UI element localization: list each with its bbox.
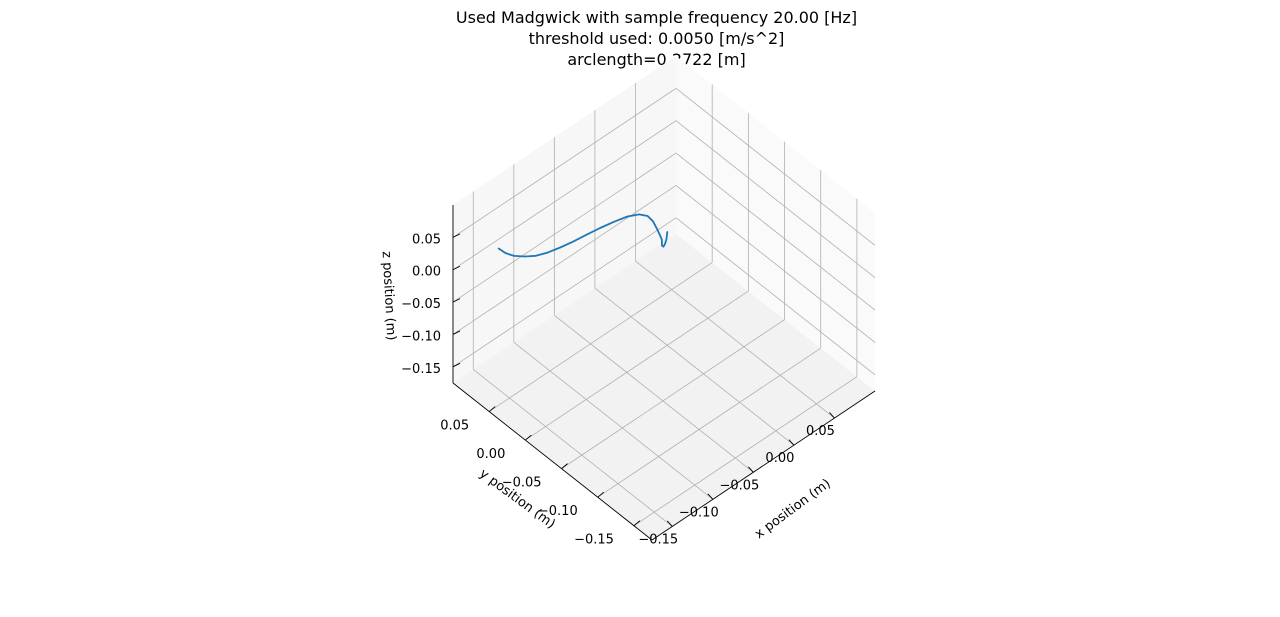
y-tick-label: 0.05 (440, 419, 469, 434)
y-tick (525, 434, 532, 441)
series-group (497, 213, 669, 258)
grid-line (675, 185, 876, 343)
chart-title: Used Madgwick with sample frequency 20.0… (0, 7, 1280, 70)
z-tick (452, 330, 461, 335)
grid-line (525, 290, 749, 441)
y-tick (561, 463, 568, 469)
y-tick-label: −0.05 (502, 476, 542, 491)
grid-line (633, 376, 858, 527)
x-tick (666, 520, 673, 527)
grid-line (513, 342, 714, 500)
x-tick (748, 466, 754, 473)
x-tick-label: 0.00 (765, 451, 794, 466)
grid-line (597, 347, 821, 498)
z-tick-label: −0.10 (401, 329, 441, 344)
z-tick-label: 0.05 (412, 232, 441, 247)
y-tick-label: −0.10 (538, 504, 578, 519)
x-wall-pane (676, 56, 875, 391)
grid-line (594, 287, 795, 446)
y-tick-label: 0.00 (476, 447, 505, 462)
x-tick (788, 439, 795, 446)
grid-line (488, 262, 713, 412)
grid-lines (452, 83, 876, 527)
grid-line (675, 120, 876, 279)
z-axis-label: z position (m) (379, 251, 399, 341)
grid-line (675, 152, 876, 311)
title-line-1: Used Madgwick with sample frequency 20.0… (455, 8, 858, 27)
y-tick (597, 491, 605, 498)
z-tick (452, 298, 461, 303)
y-tick-label: −0.15 (574, 533, 614, 548)
x-axis-label: x position (m) (752, 476, 833, 542)
grid-line (452, 217, 677, 368)
x-tick-label: −0.05 (719, 478, 759, 493)
grid-line (554, 314, 754, 473)
z-tick-label: 0.00 (412, 265, 441, 280)
axis-panes (453, 56, 875, 540)
tick-marks (452, 233, 835, 527)
grid-line (452, 88, 677, 238)
z-tick-label: −0.15 (401, 362, 441, 377)
z-tick (452, 362, 461, 368)
series-line (497, 213, 669, 258)
title-line-2: threshold used: 0.0050 [m/s^2] (528, 29, 785, 48)
x-axis-line (651, 390, 876, 541)
z-tick (452, 233, 461, 238)
grid-line (473, 369, 673, 527)
grid-line (675, 217, 876, 376)
grid-line (452, 152, 677, 303)
grid-line (675, 88, 876, 246)
y-axis-line (452, 382, 653, 541)
tick-labels: −0.15−0.10−0.050.000.05−0.15−0.10−0.050.… (401, 232, 835, 547)
x-tick (829, 412, 835, 419)
x-tick-label: −0.10 (679, 505, 719, 520)
floor-pane (453, 234, 875, 540)
grid-line (635, 260, 835, 419)
grid-line (561, 319, 785, 469)
y-wall-pane (453, 56, 676, 383)
z-tick-label: −0.05 (401, 297, 441, 312)
axis-lines (452, 205, 876, 541)
y-tick (633, 520, 641, 527)
grid-line (452, 185, 677, 335)
x-tick (707, 493, 714, 500)
y-tick (488, 406, 496, 412)
grid-line (452, 120, 677, 271)
z-tick (452, 265, 461, 271)
x-tick-label: −0.15 (638, 532, 678, 547)
x-tick-label: 0.05 (806, 424, 835, 439)
